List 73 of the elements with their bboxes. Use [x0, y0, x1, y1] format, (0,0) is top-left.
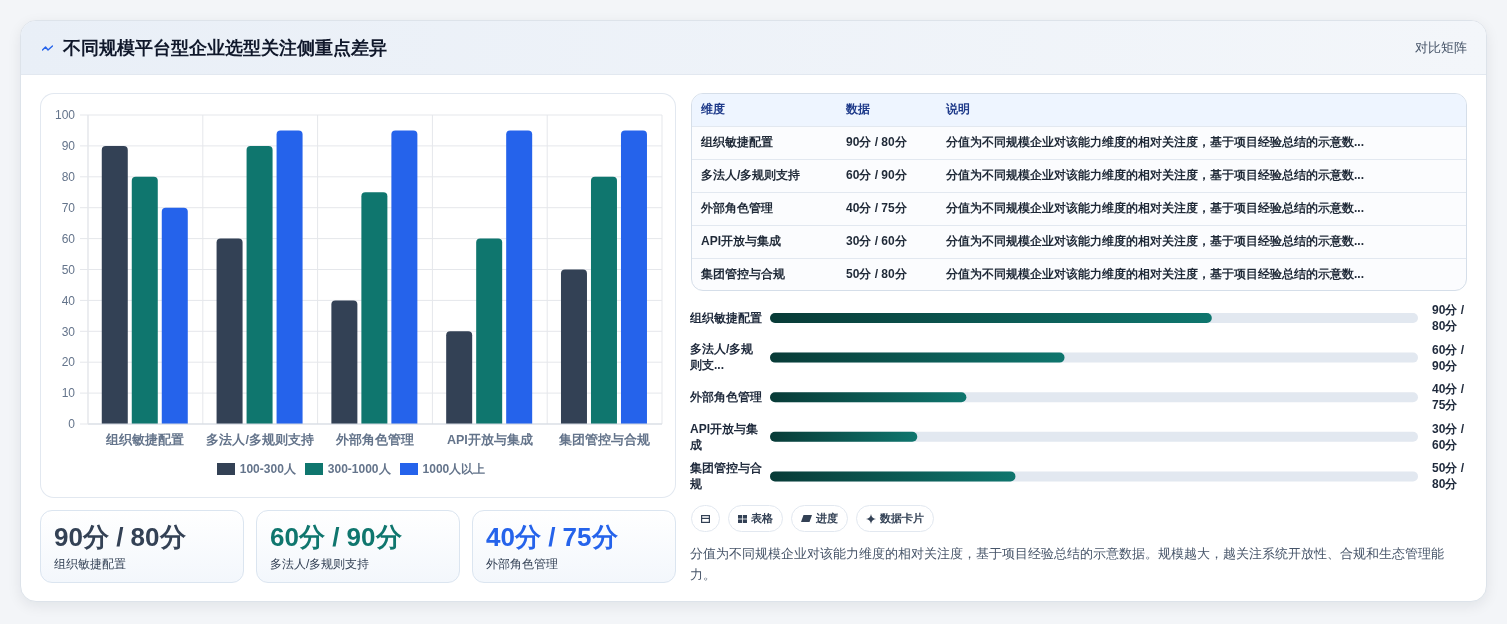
- category-label: 表格: [751, 511, 773, 526]
- text: 40分 / 75分: [846, 201, 907, 215]
- text: 集团管控与合规: [701, 267, 785, 282]
- bar: [770, 392, 967, 403]
- bar: [361, 192, 388, 424]
- bar: [446, 331, 473, 424]
- y-tick-label: 10: [61, 386, 76, 401]
- category-label: 维度: [701, 102, 725, 117]
- bar: [590, 176, 617, 424]
- text: API开放与集成: [701, 234, 782, 248]
- header-bar: 不同规模平台型企业选型关注侧重点差异 对比矩阵: [21, 21, 1486, 75]
- bar: [246, 145, 273, 424]
- text: 分值为不同规模企业对该能力维度的相对关注度，基于项目经验总结的示意数...: [946, 168, 1365, 182]
- legend-label: 1000人以上: [422, 460, 486, 478]
- text: 90分 / 80分: [54, 522, 186, 552]
- y-tick-label: 多法人/多规则支...: [689, 342, 755, 373]
- bar: [161, 207, 188, 424]
- bar: [620, 130, 647, 424]
- data-label: 60分 / 90分: [1432, 342, 1468, 373]
- data-label: 30分 / 60分: [1432, 421, 1468, 452]
- text: 分值为不同规模企业对该能力维度的相对关注度，基于项目经验总结的示意数...: [946, 135, 1365, 149]
- category-label: 数据卡片: [880, 511, 924, 526]
- legend-label: 300-1000人: [327, 460, 391, 478]
- bar: [476, 238, 503, 424]
- y-tick-label: 外部角色管理: [689, 390, 762, 404]
- y-tick-label: 50: [61, 262, 76, 277]
- text: 分值为不同规模企业对该能力维度的相对关注度，基于项目经验总结的示意数...: [946, 234, 1365, 248]
- bar: [770, 431, 918, 442]
- bar: [131, 176, 158, 424]
- x-tick-label: 集团管控与合规: [558, 431, 652, 447]
- text: 分值为不同规模企业对该能力维度的相对关注度，基于项目经验总结的示意数据。规模越大，越关注系统开放性、合规和生态管理能力。: [690, 546, 1444, 582]
- y-tick-label: 100: [54, 108, 76, 123]
- y-tick-label: 60: [61, 231, 76, 246]
- category-label: 外部角色管理: [486, 557, 558, 571]
- bar: [216, 238, 243, 424]
- y-tick-label: 组织敏捷配置: [689, 310, 762, 325]
- y-tick-label: 20: [61, 355, 76, 370]
- y-tick-label: 集团管控与合规: [689, 461, 763, 492]
- category-label: 数据: [846, 102, 870, 117]
- y-tick-label: 80: [61, 170, 76, 185]
- y-tick-label: 70: [61, 200, 76, 215]
- category-label: 进度: [816, 511, 838, 526]
- text: 30分 / 60分: [846, 234, 907, 248]
- text: 多法人/多规则支持: [701, 168, 801, 182]
- y-tick-label: 0: [68, 417, 76, 432]
- category-label: 说明: [946, 102, 970, 117]
- text: 90分 / 80分: [846, 135, 907, 149]
- bar: [276, 130, 303, 424]
- y-tick-label: 30: [61, 324, 76, 339]
- bar: [101, 145, 128, 424]
- bar: [506, 130, 533, 424]
- text: 外部角色管理: [701, 201, 773, 215]
- text: 分值为不同规模企业对该能力维度的相对关注度，基于项目经验总结的示意数...: [946, 267, 1365, 282]
- y-tick-label: 40: [61, 293, 76, 308]
- bar: [331, 300, 358, 424]
- y-tick-label: 90: [61, 139, 76, 154]
- x-tick-label: 组织敏捷配置: [105, 432, 185, 447]
- text: 60分 / 90分: [270, 522, 402, 552]
- data-label: 40分 / 75分: [1432, 382, 1468, 413]
- text: 60分 / 90分: [846, 168, 907, 182]
- data-label: 50分 / 80分: [1432, 461, 1468, 492]
- bar: [560, 269, 587, 424]
- category-label: 多法人/多规则支持: [270, 557, 370, 571]
- x-tick-label: API开放与集成: [446, 432, 533, 447]
- text: 分值为不同规模企业对该能力维度的相对关注度，基于项目经验总结的示意数...: [946, 201, 1365, 215]
- x-tick-label: 外部角色管理: [335, 431, 414, 447]
- text: 40分 / 75分: [486, 522, 618, 552]
- bar: [391, 130, 418, 424]
- text: 50分 / 80分: [846, 267, 907, 282]
- text: 组织敏捷配置: [701, 135, 773, 149]
- data-label: 90分 / 80分: [1432, 303, 1468, 333]
- legend-label: 100-300人: [239, 460, 296, 478]
- x-tick-label: 多法人/多规则支持: [206, 432, 314, 447]
